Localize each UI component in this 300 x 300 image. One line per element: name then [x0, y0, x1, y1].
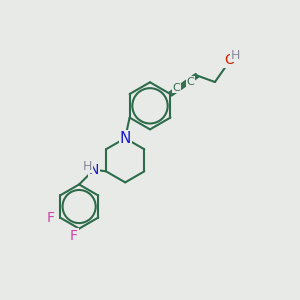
Text: H: H [231, 49, 240, 62]
Text: F: F [70, 229, 78, 243]
Text: C: C [186, 77, 194, 87]
Text: N: N [119, 131, 131, 146]
Text: C: C [172, 83, 180, 93]
Text: H: H [83, 160, 92, 172]
Text: O: O [224, 53, 235, 67]
Text: N: N [88, 163, 99, 177]
Text: F: F [46, 211, 55, 225]
